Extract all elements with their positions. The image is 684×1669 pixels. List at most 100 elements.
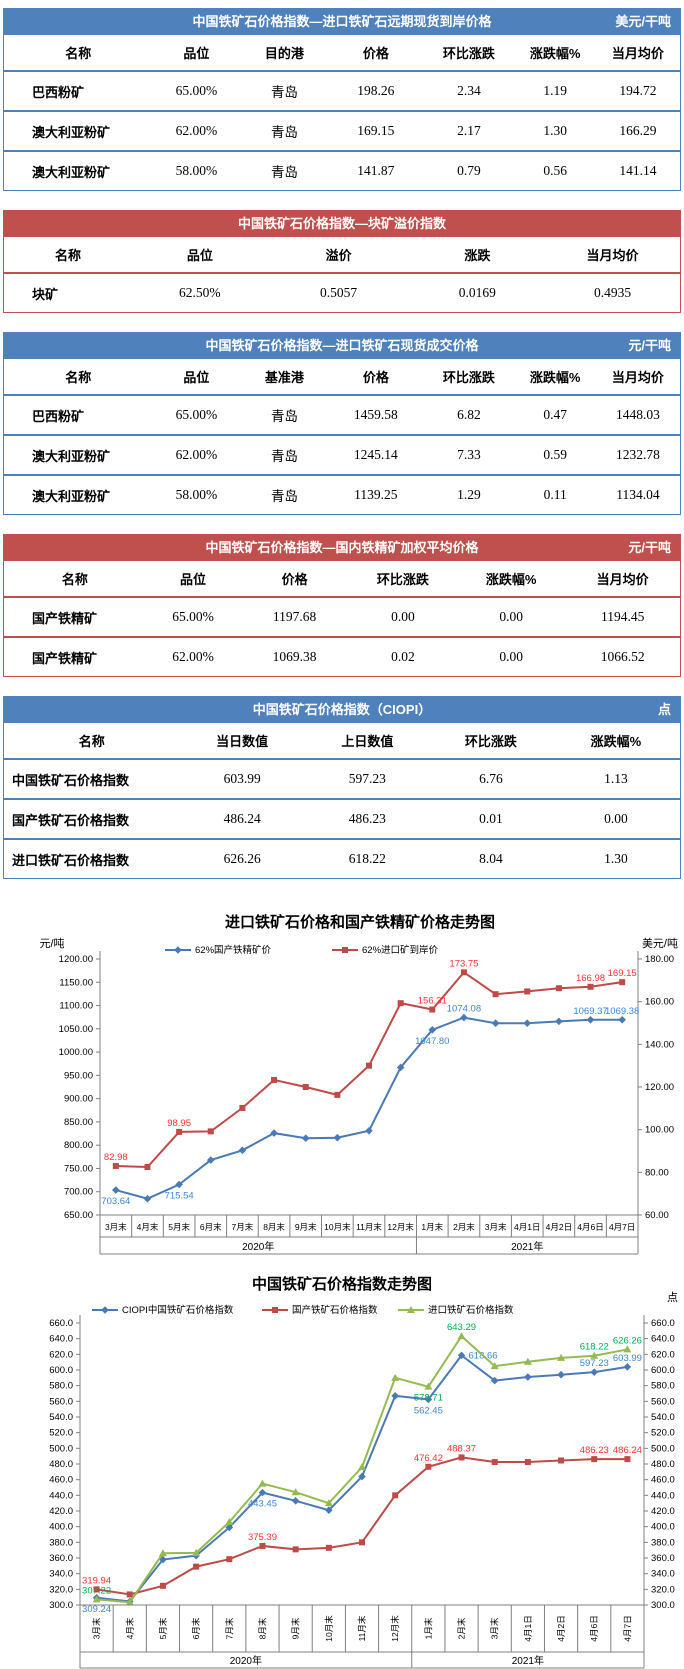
data-point-label: 578.71: [414, 1393, 443, 1404]
row-name-cell: 国产铁精矿: [3, 636, 146, 677]
value-cell: 6.76: [429, 759, 552, 799]
value-cell: 青岛: [240, 395, 329, 435]
data-point-label: 309.24: [82, 1604, 111, 1615]
x-axis-category-label: 7月末: [224, 1617, 234, 1639]
column-header: 品位: [152, 35, 241, 72]
value-cell: 62.00%: [145, 636, 241, 677]
row-name-cell: 进口铁矿石价格指数: [3, 838, 180, 879]
table-row: 中国铁矿石价格指数 603.99 597.23 6.76 1.13: [3, 759, 681, 799]
value-cell: 青岛: [240, 71, 329, 111]
data-point-label: 98.95: [167, 1118, 191, 1129]
data-point-label: 643.29: [447, 1322, 476, 1333]
right-axis-unit: 点: [667, 1291, 678, 1304]
x-axis-category-label: 4月末: [137, 1222, 159, 1232]
table-unit-label: 元/干吨: [628, 338, 671, 353]
left-axis-tick-label: 1050.00: [59, 1024, 93, 1035]
left-axis-tick-label: 660.0: [49, 1318, 73, 1329]
x-axis-year-group-label: 2021年: [511, 1240, 543, 1253]
table-import-forward-spot-cif: 中国铁矿石价格指数—进口铁矿石远期现货到岸价格 美元/干吨 名称 品位 目的港 价格 环比涨…: [3, 8, 681, 191]
right-axis-tick-label: 160.00: [645, 997, 674, 1008]
data-point-label: 1069.38: [605, 1006, 639, 1017]
data-point-label: 173.75: [449, 958, 478, 969]
series-line: [115, 970, 623, 1169]
x-axis-category-label: 6月末: [191, 1617, 201, 1639]
left-axis-tick-label: 400.0: [49, 1522, 73, 1533]
x-axis-category-label: 4月末: [125, 1617, 135, 1639]
right-axis-tick-label: 500.0: [651, 1443, 675, 1454]
right-axis-tick-label: 580.0: [651, 1381, 675, 1392]
data-point-label: 169.15: [608, 968, 637, 979]
data-point-label: 715.54: [165, 1190, 194, 1201]
value-cell: 6.82: [423, 395, 515, 435]
value-cell: 626.26: [179, 838, 305, 879]
table-title-bar: 中国铁矿石价格指数—进口铁矿石远期现货到岸价格 美元/干吨: [3, 8, 681, 35]
value-cell: 1139.25: [328, 474, 424, 515]
table-header-row: 名称 品位 价格 环比涨跌 涨跌幅% 当月均价: [3, 561, 681, 598]
series-line: [115, 1016, 623, 1200]
value-cell: 58.00%: [152, 150, 241, 191]
data-point-label: 82.98: [104, 1152, 128, 1163]
value-cell: 0.00: [348, 597, 458, 637]
x-axis-category-label: 10月末: [324, 1615, 334, 1642]
left-axis-tick-label: 500.0: [49, 1443, 73, 1454]
left-axis-tick-label: 750.00: [64, 1163, 93, 1174]
data-point-label: 307.22: [82, 1585, 111, 1596]
table-title: 中国铁矿石价格指数—进口铁矿石远期现货到岸价格: [192, 14, 492, 29]
x-axis-category-label: 11月末: [356, 1222, 382, 1232]
table-row: 国产铁精矿 65.00% 1197.68 0.00 0.00 1194.45: [3, 597, 681, 637]
data-point-label: 618.22: [580, 1342, 609, 1353]
value-cell: 1459.58: [328, 395, 424, 435]
x-axis-category-label: 1月末: [423, 1617, 433, 1639]
data-point-label: 1074.08: [447, 1004, 481, 1015]
right-axis-tick-label: 320.0: [651, 1584, 675, 1595]
left-axis-tick-label: 520.0: [49, 1428, 73, 1439]
value-cell: 0.56: [514, 150, 596, 191]
data-point-label: 603.99: [613, 1353, 642, 1364]
column-header: 名称: [3, 359, 153, 396]
data-point-label: 1047.80: [415, 1036, 449, 1047]
column-header: 价格: [328, 359, 424, 396]
x-axis-category-label: 4月1日: [514, 1222, 540, 1232]
table-row: 巴西粉矿 65.00% 青岛 1459.58 6.82 0.47 1448.03: [3, 395, 681, 435]
x-axis-category-label: 10月末: [324, 1222, 351, 1232]
column-header: 价格: [240, 561, 349, 598]
left-axis-tick-label: 900.00: [64, 1094, 93, 1105]
column-header: 环比涨跌: [348, 561, 458, 598]
table-title-bar: 中国铁矿石价格指数—国内铁精矿加权平均价格 元/干吨: [3, 534, 681, 561]
value-cell: 0.0169: [409, 273, 546, 313]
table-row: 巴西粉矿 65.00% 青岛 198.26 2.34 1.19 194.72: [3, 71, 681, 111]
value-cell: 62.00%: [152, 434, 241, 475]
x-axis-category-label: 4月1日: [523, 1615, 533, 1641]
x-axis-category-label: 3月末: [485, 1222, 507, 1232]
left-axis-tick-label: 580.0: [49, 1381, 73, 1392]
table-row: 澳大利亚粉矿 58.00% 青岛 1139.25 1.29 0.11 1134.04: [3, 474, 681, 515]
column-header: 基准港: [240, 359, 329, 396]
left-axis-tick-label: 650.00: [64, 1210, 93, 1221]
left-axis-tick-label: 1100.00: [59, 1001, 93, 1012]
left-axis-tick-label: 340.0: [49, 1569, 73, 1580]
table-title: 中国铁矿石价格指数—块矿溢价指数: [237, 216, 446, 231]
column-header: 名称: [3, 561, 146, 598]
chart-title: 中国铁矿石价格指数走势图: [252, 1275, 432, 1293]
x-axis-category-label: 8月末: [263, 1222, 285, 1232]
x-axis-category-label: 9月末: [295, 1222, 317, 1232]
x-axis-category-label: 5月末: [168, 1222, 190, 1232]
table-title-bar: 中国铁矿石价格指数（CIOPI） 点: [3, 696, 681, 723]
x-axis-year-group-label: 2020年: [230, 1654, 262, 1667]
data-point-label: 562.45: [414, 1405, 443, 1416]
x-axis-category-label: 2月末: [453, 1222, 475, 1232]
right-axis-tick-label: 400.0: [651, 1522, 675, 1533]
table-lump-premium-index: 中国铁矿石价格指数—块矿溢价指数 名称 品位 溢价 涨跌 当月均价 块矿 62.50% 0.50…: [3, 210, 681, 313]
value-cell: 486.23: [304, 798, 430, 839]
table-row: 澳大利亚粉矿 58.00% 青岛 141.87 0.79 0.56 141.14: [3, 150, 681, 191]
column-header: 名称: [3, 35, 153, 72]
left-axis-unit: 元/吨: [39, 937, 64, 950]
row-name-cell: 澳大利亚粉矿: [3, 474, 153, 515]
x-axis-category-label: 12月末: [387, 1222, 414, 1232]
data-point-label: 486.24: [613, 1445, 642, 1456]
table-title: 中国铁矿石价格指数（CIOPI）: [252, 702, 432, 717]
right-axis-unit: 美元/吨: [642, 937, 678, 950]
